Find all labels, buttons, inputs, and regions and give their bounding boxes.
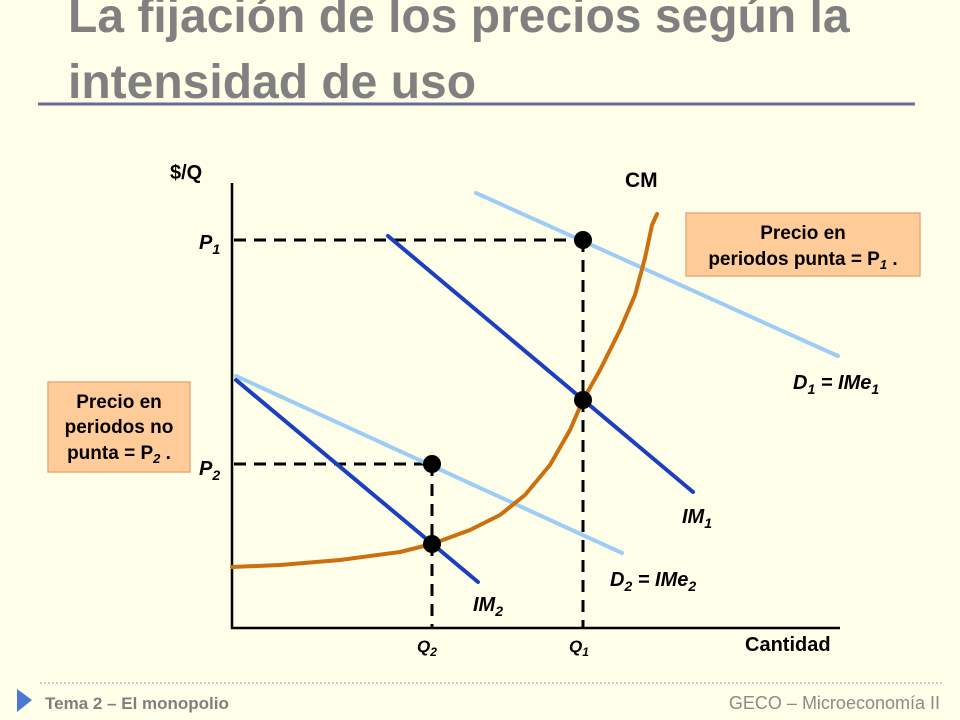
im2-sub: 2	[494, 603, 503, 619]
peak-price-callout: Precio en periodos punta = P1 .	[685, 212, 921, 277]
im2-base: IM	[473, 594, 497, 616]
peak-price-point	[574, 231, 592, 249]
d2-rest: = IMe	[632, 569, 688, 591]
offpeak-callout-sub: 2	[152, 451, 161, 466]
q2-label: Q2	[417, 637, 437, 659]
peak-callout-line-2: periodos punta = P1 .	[708, 249, 897, 272]
im1-line	[386, 234, 695, 494]
footer-topic: Tema 2 – El monopolio	[45, 694, 229, 713]
cm-curve	[230, 212, 659, 569]
q1-label: Q1	[569, 637, 589, 659]
offpeak-callout-box	[47, 381, 191, 473]
p2-sub: 2	[211, 467, 220, 483]
d2-sub: 2	[623, 578, 632, 594]
peak-callout-end: .	[887, 249, 898, 270]
offpeak-callout-end: .	[160, 443, 171, 464]
d1-rest: = IMe	[815, 372, 871, 394]
im1-label: IM1	[682, 506, 712, 531]
peak-callout-text: periodos punta = P	[708, 249, 880, 270]
offpeak-callout-line-2: periodos no	[65, 417, 174, 438]
d1-rest-sub: 1	[871, 381, 879, 397]
d2-ime2-label: D2 = IMe2	[610, 569, 696, 594]
d1-base: D	[793, 372, 807, 394]
offpeak-price-point	[423, 455, 441, 473]
title-line-2: intensidad de uso	[68, 56, 476, 109]
d1-ime1-line	[474, 191, 840, 358]
peak-equilibrium-point	[574, 391, 592, 409]
im1-base: IM	[682, 506, 706, 528]
im2-label: IM2	[473, 594, 503, 619]
q1-sub: 1	[582, 645, 589, 659]
p2-base: P	[199, 458, 213, 480]
d2-rest-sub: 2	[687, 578, 696, 594]
offpeak-callout-text: punta = P	[67, 443, 153, 464]
offpeak-equilibrium-point	[423, 535, 441, 553]
p1-sub: 1	[212, 241, 220, 257]
offpeak-callout-line-1: Precio en	[76, 392, 162, 413]
p2-label: P2	[199, 458, 220, 483]
peak-callout-sub: 1	[880, 257, 887, 272]
d2-base: D	[610, 569, 624, 591]
y-axis-label: $/Q	[170, 162, 202, 184]
offpeak-price-callout: Precio en periodos no punta = P2 .	[47, 381, 191, 473]
footer-triangle-icon	[17, 689, 32, 712]
cm-label: CM	[625, 169, 658, 192]
q1-base: Q	[569, 637, 582, 656]
title-line-1: La fijación de los precios según la	[68, 0, 850, 43]
peak-callout-line-1: Precio en	[760, 223, 846, 244]
q2-base: Q	[417, 637, 430, 656]
x-axis-label: Cantidad	[745, 634, 831, 656]
p1-label: P1	[199, 232, 220, 257]
d1-sub: 1	[807, 381, 815, 397]
offpeak-callout-line-3: punta = P2 .	[67, 443, 171, 466]
footer-course: GECO – Microeconomía II	[729, 693, 940, 713]
p1-base: P	[199, 232, 213, 254]
im2-line	[234, 378, 480, 584]
q2-sub: 2	[429, 645, 437, 659]
d1-ime1-label: D1 = IMe1	[793, 372, 879, 397]
peak-callout-box	[685, 212, 921, 277]
im1-sub: 1	[704, 515, 712, 531]
